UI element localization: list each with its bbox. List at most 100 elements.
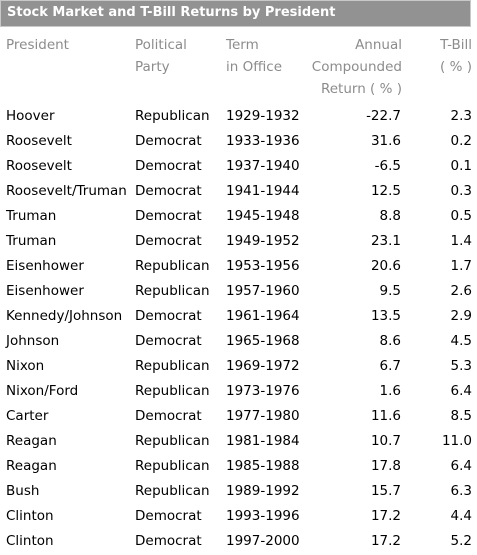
cell-president: Eisenhower xyxy=(6,283,84,299)
cell-term: 1941-1944 xyxy=(226,183,300,199)
table-row: Nixon Republican 1969-1972 6.7 5.3 xyxy=(0,354,477,379)
cell-tbill: 0.5 xyxy=(450,208,472,224)
cell-tbill: 0.2 xyxy=(450,133,472,149)
cell-party: Republican xyxy=(135,258,210,274)
table-body: Hoover Republican 1929-1932 -22.7 2.3 Rooseve… xyxy=(0,104,477,554)
cell-party: Republican xyxy=(135,433,210,449)
cell-term: 1965-1968 xyxy=(226,333,300,349)
cell-tbill: 4.5 xyxy=(450,333,472,349)
cell-term: 1957-1960 xyxy=(226,283,300,299)
cell-party: Democrat xyxy=(135,183,202,199)
cell-president: Johnson xyxy=(6,333,60,349)
cell-annual-return: 31.6 xyxy=(370,133,401,149)
cell-tbill: 6.4 xyxy=(450,383,472,399)
table-row: Kennedy/Johnson Democrat 1961-1964 13.5 2.9 xyxy=(0,304,477,329)
cell-annual-return: 8.6 xyxy=(379,333,401,349)
cell-annual-return: 9.5 xyxy=(379,283,401,299)
table-row: Nixon/Ford Republican 1973-1976 1.6 6.4 xyxy=(0,379,477,404)
cell-party: Republican xyxy=(135,458,210,474)
header-tbill: T-Bill ( % ) xyxy=(440,37,472,75)
table-title-bar: Stock Market and T-Bill Returns by Presi… xyxy=(0,0,471,27)
header-party: Political Party xyxy=(135,37,187,75)
table-row: Roosevelt Democrat 1937-1940 -6.5 0.1 xyxy=(0,154,477,179)
cell-party: Republican xyxy=(135,108,210,124)
cell-president: Reagan xyxy=(6,433,57,449)
cell-party: Democrat xyxy=(135,533,202,549)
cell-tbill: 5.3 xyxy=(450,358,472,374)
cell-term: 1933-1936 xyxy=(226,133,300,149)
cell-tbill: 2.6 xyxy=(450,283,472,299)
cell-term: 1997-2000 xyxy=(226,533,300,549)
header-annual-return: Annual Compounded Return ( % ) xyxy=(311,37,402,97)
cell-term: 1945-1948 xyxy=(226,208,300,224)
cell-tbill: 2.3 xyxy=(450,108,472,124)
cell-annual-return: 15.7 xyxy=(370,483,401,499)
cell-tbill: 5.2 xyxy=(450,533,472,549)
cell-annual-return: 11.6 xyxy=(370,408,401,424)
cell-term: 1953-1956 xyxy=(226,258,300,274)
table-row: Reagan Republican 1981-1984 10.7 11.0 xyxy=(0,429,477,454)
cell-president: Carter xyxy=(6,408,49,424)
cell-president: Roosevelt/Truman xyxy=(6,183,127,199)
cell-tbill: 2.9 xyxy=(450,308,472,324)
cell-president: Truman xyxy=(6,233,57,249)
cell-term: 1985-1988 xyxy=(226,458,300,474)
table-row: Carter Democrat 1977-1980 11.6 8.5 xyxy=(0,404,477,429)
cell-president: Clinton xyxy=(6,508,54,524)
cell-term: 1969-1972 xyxy=(226,358,300,374)
cell-party: Democrat xyxy=(135,133,202,149)
cell-tbill: 0.3 xyxy=(450,183,472,199)
cell-term: 1961-1964 xyxy=(226,308,300,324)
cell-annual-return: -6.5 xyxy=(374,158,401,174)
table-row: Truman Democrat 1945-1948 8.8 0.5 xyxy=(0,204,477,229)
cell-annual-return: 17.2 xyxy=(370,533,401,549)
cell-president: Truman xyxy=(6,208,57,224)
cell-president: Eisenhower xyxy=(6,258,84,274)
table-row: Roosevelt/Truman Democrat 1941-1944 12.5 0.3 xyxy=(0,179,477,204)
cell-tbill: 11.0 xyxy=(441,433,472,449)
cell-president: Kennedy/Johnson xyxy=(6,308,123,324)
cell-party: Democrat xyxy=(135,158,202,174)
cell-president: Bush xyxy=(6,483,40,499)
cell-president: Roosevelt xyxy=(6,133,72,149)
cell-annual-return: 8.8 xyxy=(379,208,401,224)
cell-party: Democrat xyxy=(135,308,202,324)
cell-president: Nixon xyxy=(6,358,45,374)
table-row: Roosevelt Democrat 1933-1936 31.6 0.2 xyxy=(0,129,477,154)
cell-party: Democrat xyxy=(135,508,202,524)
cell-annual-return: 10.7 xyxy=(370,433,401,449)
cell-annual-return: 1.6 xyxy=(379,383,401,399)
cell-term: 1937-1940 xyxy=(226,158,300,174)
cell-president: Hoover xyxy=(6,108,55,124)
table-row: Eisenhower Republican 1953-1956 20.6 1.7 xyxy=(0,254,477,279)
table-row: Reagan Republican 1985-1988 17.8 6.4 xyxy=(0,454,477,479)
cell-president: Nixon/Ford xyxy=(6,383,79,399)
cell-term: 1977-1980 xyxy=(226,408,300,424)
cell-annual-return: 17.2 xyxy=(370,508,401,524)
cell-party: Republican xyxy=(135,483,210,499)
cell-party: Republican xyxy=(135,383,210,399)
cell-tbill: 8.5 xyxy=(450,408,472,424)
cell-term: 1949-1952 xyxy=(226,233,300,249)
cell-tbill: 0.1 xyxy=(450,158,472,174)
table-row: Eisenhower Republican 1957-1960 9.5 2.6 xyxy=(0,279,477,304)
table-row: Clinton Democrat 1997-2000 17.2 5.2 xyxy=(0,529,477,554)
table-row: Truman Democrat 1949-1952 23.1 1.4 xyxy=(0,229,477,254)
cell-party: Democrat xyxy=(135,408,202,424)
cell-annual-return: 20.6 xyxy=(370,258,401,274)
cell-annual-return: 12.5 xyxy=(370,183,401,199)
table-row: Clinton Democrat 1993-1996 17.2 4.4 xyxy=(0,504,477,529)
header-term: Term in Office xyxy=(226,37,283,75)
cell-party: Democrat xyxy=(135,333,202,349)
cell-tbill: 1.4 xyxy=(450,233,472,249)
cell-term: 1929-1932 xyxy=(226,108,300,124)
cell-term: 1989-1992 xyxy=(226,483,300,499)
cell-tbill: 6.4 xyxy=(450,458,472,474)
cell-term: 1973-1976 xyxy=(226,383,300,399)
cell-annual-return: 23.1 xyxy=(370,233,401,249)
cell-party: Democrat xyxy=(135,208,202,224)
cell-president: Clinton xyxy=(6,533,54,549)
cell-annual-return: 13.5 xyxy=(370,308,401,324)
cell-president: Roosevelt xyxy=(6,158,72,174)
cell-term: 1981-1984 xyxy=(226,433,300,449)
